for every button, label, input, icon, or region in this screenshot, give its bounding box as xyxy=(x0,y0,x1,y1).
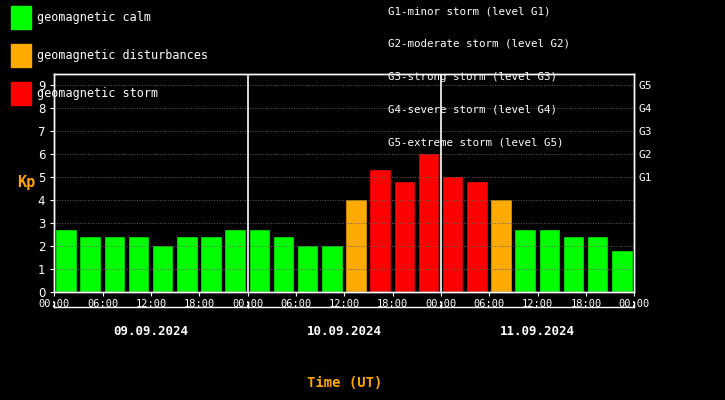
Text: geomagnetic disturbances: geomagnetic disturbances xyxy=(37,49,208,62)
Bar xyxy=(201,237,222,292)
Text: Time (UT): Time (UT) xyxy=(307,376,382,390)
Bar xyxy=(612,251,632,292)
Bar xyxy=(588,237,608,292)
Bar xyxy=(153,246,173,292)
Bar xyxy=(467,182,487,292)
Text: geomagnetic storm: geomagnetic storm xyxy=(37,87,158,100)
Text: G1-minor storm (level G1): G1-minor storm (level G1) xyxy=(388,6,550,16)
Bar xyxy=(515,230,536,292)
Bar xyxy=(370,170,391,292)
Text: geomagnetic calm: geomagnetic calm xyxy=(37,11,151,24)
Y-axis label: Kp: Kp xyxy=(17,176,36,190)
Bar xyxy=(298,246,318,292)
Bar xyxy=(104,237,125,292)
Bar xyxy=(418,154,439,292)
Bar xyxy=(273,237,294,292)
Bar xyxy=(177,237,197,292)
Bar xyxy=(491,200,512,292)
Text: G3-strong storm (level G3): G3-strong storm (level G3) xyxy=(388,72,557,82)
Text: G5-extreme storm (level G5): G5-extreme storm (level G5) xyxy=(388,137,563,147)
Bar xyxy=(443,177,463,292)
Bar xyxy=(57,230,77,292)
Bar xyxy=(80,237,101,292)
Text: 10.09.2024: 10.09.2024 xyxy=(307,325,382,338)
Bar xyxy=(539,230,560,292)
Bar xyxy=(322,246,342,292)
Bar xyxy=(129,237,149,292)
Text: G2-moderate storm (level G2): G2-moderate storm (level G2) xyxy=(388,39,570,49)
Text: 09.09.2024: 09.09.2024 xyxy=(114,325,188,338)
Text: 11.09.2024: 11.09.2024 xyxy=(500,325,575,338)
Bar xyxy=(394,182,415,292)
Bar xyxy=(563,237,584,292)
Bar xyxy=(346,200,367,292)
Bar xyxy=(249,230,270,292)
Text: G4-severe storm (level G4): G4-severe storm (level G4) xyxy=(388,104,557,114)
Bar xyxy=(225,230,246,292)
